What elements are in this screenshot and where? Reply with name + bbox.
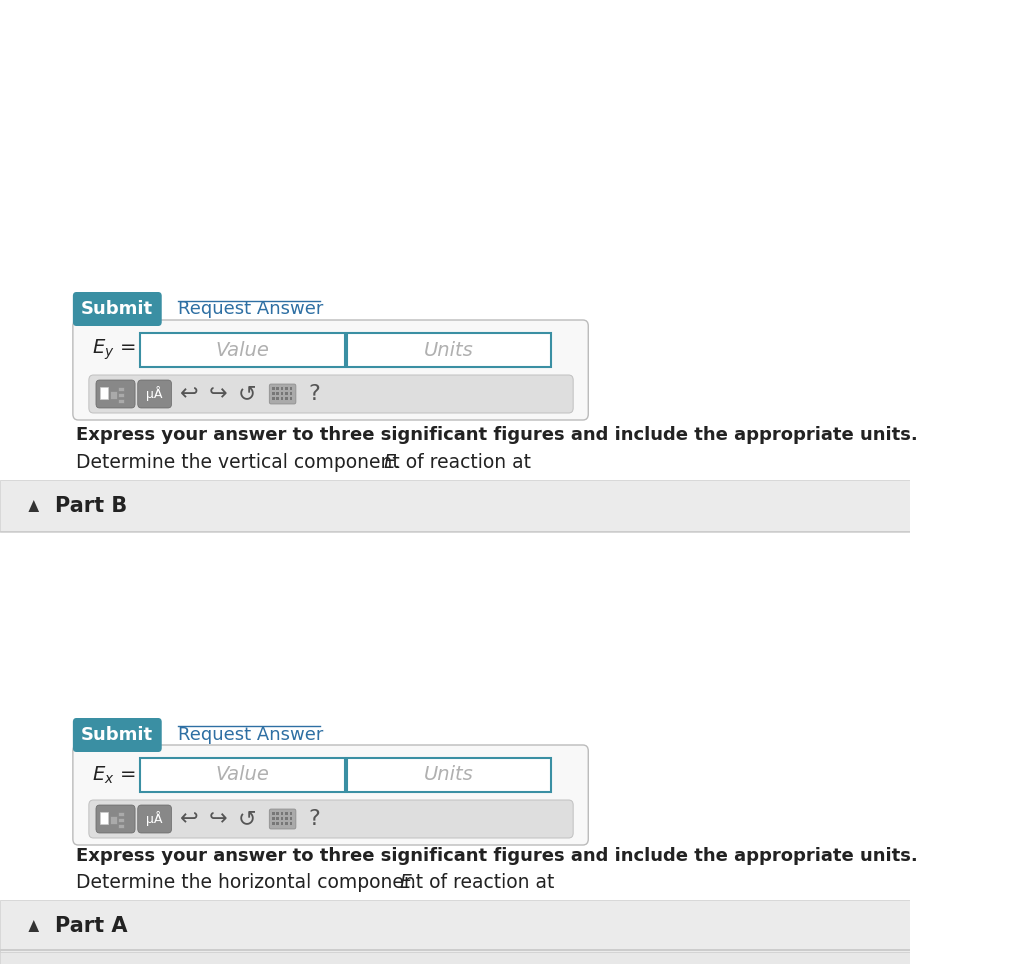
Bar [118, 824, 124, 828]
Bar [346, 333, 551, 367]
Bar [286, 817, 288, 820]
Bar [272, 387, 274, 390]
Text: ?: ? [308, 809, 321, 829]
Text: ↺: ↺ [238, 384, 256, 404]
Bar [346, 758, 551, 792]
Bar [290, 397, 293, 400]
Bar [0, 900, 910, 952]
Text: Express your answer to three significant figures and include the appropriate uni: Express your answer to three significant… [76, 426, 918, 444]
FancyBboxPatch shape [89, 800, 573, 838]
Bar [281, 812, 284, 815]
Bar [286, 812, 288, 815]
Bar [286, 822, 288, 825]
Text: Express your answer to three significant figures and include the appropriate uni: Express your answer to three significant… [76, 847, 918, 865]
Text: Submit: Submit [81, 300, 154, 318]
Text: μÅ: μÅ [146, 812, 163, 826]
Text: $E_y$ =: $E_y$ = [91, 337, 135, 362]
Bar [290, 387, 293, 390]
Polygon shape [29, 500, 39, 512]
Text: Submit: Submit [81, 726, 154, 744]
Text: ↪: ↪ [209, 809, 227, 829]
Bar [140, 758, 345, 792]
Bar [276, 812, 279, 815]
Text: Request Answer: Request Answer [178, 300, 324, 318]
Bar [290, 817, 293, 820]
FancyBboxPatch shape [73, 718, 162, 752]
FancyBboxPatch shape [73, 320, 588, 420]
Bar [118, 812, 124, 816]
Bar [290, 822, 293, 825]
Bar [118, 399, 124, 403]
Bar [118, 818, 124, 822]
Bar [272, 812, 274, 815]
Bar [0, 720, 910, 900]
FancyBboxPatch shape [138, 805, 171, 833]
Text: ?: ? [308, 384, 321, 404]
Bar [272, 397, 274, 400]
Text: Request Answer: Request Answer [178, 726, 324, 744]
Bar [0, 949, 910, 951]
Bar [118, 387, 124, 391]
Text: Determine the vertical component of reaction at: Determine the vertical component of reac… [76, 452, 537, 471]
Bar [272, 817, 274, 820]
Text: E.: E. [399, 873, 418, 893]
Bar [286, 397, 288, 400]
Bar [0, 480, 910, 532]
Bar [118, 393, 124, 397]
Text: E.: E. [384, 452, 401, 471]
Bar [286, 387, 288, 390]
Bar [276, 397, 279, 400]
Text: μÅ: μÅ [146, 387, 163, 401]
Bar [140, 333, 345, 367]
FancyBboxPatch shape [89, 375, 573, 413]
FancyBboxPatch shape [96, 805, 135, 833]
Text: Part B: Part B [55, 496, 127, 516]
Bar [272, 392, 274, 395]
Text: Value: Value [216, 765, 269, 785]
FancyBboxPatch shape [269, 384, 296, 404]
Text: Determine the horizontal component of reaction at: Determine the horizontal component of re… [76, 873, 560, 893]
Bar [281, 387, 284, 390]
Text: Value: Value [216, 340, 269, 360]
Bar [281, 397, 284, 400]
FancyBboxPatch shape [138, 380, 171, 408]
Text: ↪: ↪ [209, 384, 227, 404]
Text: $E_x$ =: $E_x$ = [91, 764, 135, 786]
Bar [281, 822, 284, 825]
Text: Part A: Part A [55, 916, 128, 936]
Bar [276, 817, 279, 820]
FancyBboxPatch shape [96, 380, 135, 408]
Bar [286, 392, 288, 395]
FancyBboxPatch shape [73, 745, 588, 845]
Text: Units: Units [424, 765, 474, 785]
Bar [272, 822, 274, 825]
Bar [276, 392, 279, 395]
Bar [99, 812, 109, 824]
Bar [0, 950, 910, 964]
Bar [0, 0, 910, 480]
Bar [290, 812, 293, 815]
Bar [99, 387, 109, 399]
Text: ↩: ↩ [180, 809, 199, 829]
Bar [290, 392, 293, 395]
FancyBboxPatch shape [73, 292, 162, 326]
Text: ↺: ↺ [238, 809, 256, 829]
Bar [276, 387, 279, 390]
FancyBboxPatch shape [269, 809, 296, 829]
Bar [281, 817, 284, 820]
Bar [111, 816, 118, 824]
Bar [281, 392, 284, 395]
Bar [0, 531, 910, 532]
Text: Units: Units [424, 340, 474, 360]
Bar [276, 822, 279, 825]
Text: ↩: ↩ [180, 384, 199, 404]
Bar [111, 391, 118, 399]
Polygon shape [29, 920, 39, 932]
